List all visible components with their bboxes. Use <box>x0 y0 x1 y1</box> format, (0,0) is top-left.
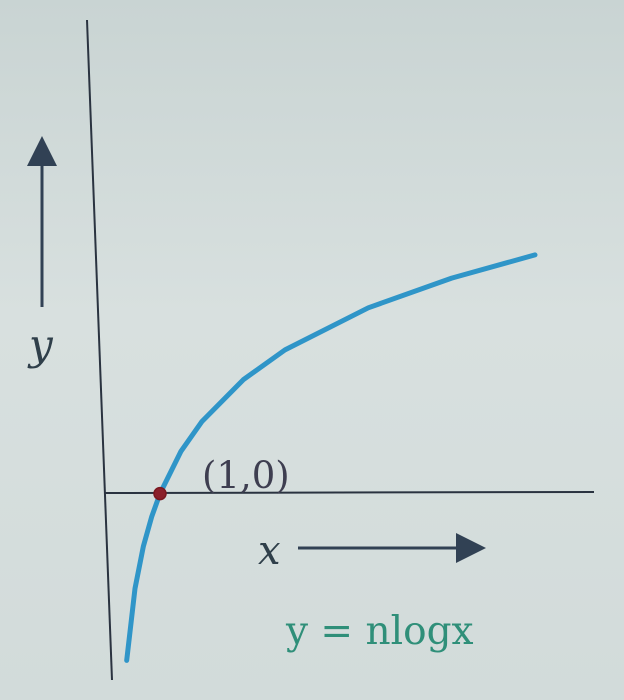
x-axis <box>103 491 595 494</box>
y-axis <box>86 19 113 681</box>
equation-label: y = nlogx <box>285 609 474 654</box>
y-axis-label: y <box>27 320 54 369</box>
log-curve <box>124 252 538 663</box>
point-1-0-marker <box>153 486 167 501</box>
x-axis-label: x <box>258 528 281 574</box>
point-1-0-label: (1,0) <box>202 454 290 497</box>
